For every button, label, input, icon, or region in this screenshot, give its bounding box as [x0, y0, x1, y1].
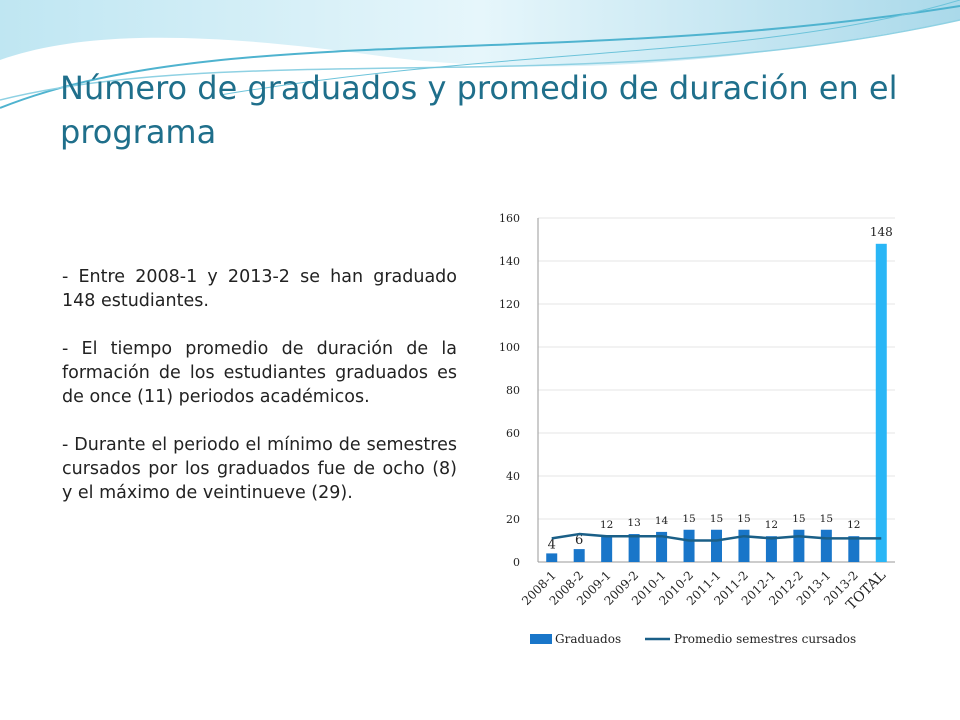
data-label: 14: [655, 515, 669, 527]
header-swoosh-decoration: [0, 0, 960, 109]
data-label: 6: [575, 533, 583, 548]
bar: [793, 529, 805, 562]
data-label: 15: [710, 513, 723, 525]
y-tick-label: 0: [513, 556, 520, 569]
data-label: 15: [820, 513, 833, 525]
data-label: 15: [682, 513, 695, 525]
bar: [848, 536, 860, 562]
bar: [820, 529, 832, 562]
y-tick-label: 80: [506, 384, 520, 397]
legend-swatch-graduados: [530, 634, 552, 644]
bar: [711, 529, 722, 562]
bar: [765, 536, 777, 562]
legend-label-promedio: Promedio semestres cursados: [674, 632, 856, 646]
bar: [601, 536, 613, 562]
y-tick-label: 140: [499, 255, 520, 268]
bar: [875, 243, 887, 563]
y-tick-label: 120: [499, 298, 520, 311]
bullet-total-graduates: - Entre 2008-1 y 2013-2 se han graduado …: [62, 267, 457, 311]
bar: [738, 529, 750, 562]
data-label: 15: [737, 513, 750, 525]
slide-body-text: - Entre 2008-1 y 2013-2 se han graduado …: [62, 265, 457, 529]
data-label: 15: [792, 513, 805, 525]
data-label: 148: [870, 225, 893, 239]
bar: [683, 529, 695, 562]
slide-title: Número de graduados y promedio de duraci…: [60, 69, 898, 151]
data-label: 12: [765, 519, 778, 531]
y-tick-label: 40: [506, 470, 520, 483]
data-label: 4: [548, 537, 556, 552]
legend-label-graduados: Graduados: [555, 632, 621, 646]
bullet-min-max-semesters: - Durante el periodo el mínimo de semest…: [62, 435, 457, 503]
bar: [546, 553, 558, 562]
y-tick-label: 100: [499, 341, 520, 354]
y-tick-label: 160: [499, 212, 520, 225]
data-label: 12: [600, 519, 613, 531]
y-tick-label: 20: [506, 513, 520, 526]
data-label: 13: [627, 517, 640, 529]
data-label: 12: [847, 519, 860, 531]
bar: [656, 531, 668, 562]
graduates-chart: 0 20 40 60 80 100 120 140 160 4 6 12 13 14 15 15 15 12 15 1…: [499, 212, 895, 646]
bullet-average-duration: - El tiempo promedio de duración de la f…: [62, 339, 457, 407]
y-tick-label: 60: [506, 427, 520, 440]
bar: [628, 534, 640, 562]
line-series: [551, 532, 882, 542]
bar: [573, 549, 585, 562]
